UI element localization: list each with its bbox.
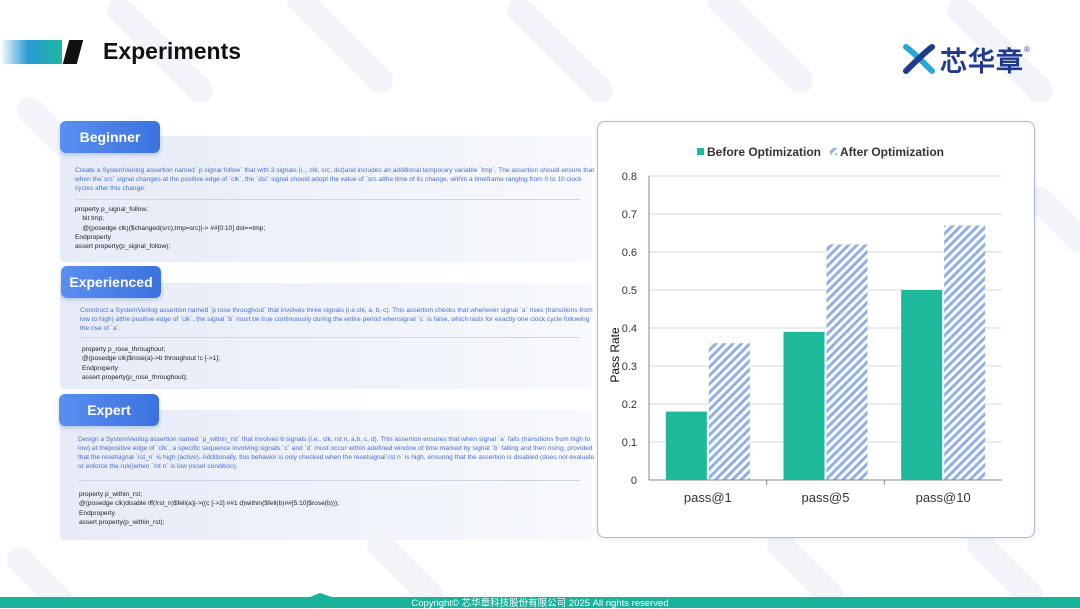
x-tick-label: pass@10 bbox=[916, 490, 971, 505]
x-tick-label: pass@1 bbox=[684, 490, 732, 505]
y-tick-label: 0.6 bbox=[622, 247, 637, 259]
experienced-code: property p_rose_throughout; @(posedge clk… bbox=[82, 346, 220, 381]
pass-rate-bar-chart: Before Optimization After Optimization 0 0… bbox=[608, 145, 1002, 505]
experienced-divider bbox=[80, 337, 580, 338]
copyright-text: Copyright© 芯华章科技股份有限公司 2025 All rights r… bbox=[411, 598, 669, 609]
legend-swatch-0 bbox=[697, 148, 704, 155]
footer-bar bbox=[0, 593, 1080, 608]
logo-text: 芯华章 bbox=[940, 46, 1024, 77]
y-axis-label: Pass Rate bbox=[608, 327, 622, 383]
y-tick-label: 0.3 bbox=[622, 361, 637, 373]
y-tick-label: 0.4 bbox=[622, 323, 637, 335]
bar-before-pass-at-5 bbox=[783, 331, 825, 480]
header-accent-slash bbox=[62, 40, 84, 64]
expert-description: Design a SystemVerilog assertion named `… bbox=[78, 436, 595, 470]
beginner-divider bbox=[75, 199, 580, 200]
y-tick-label: 0.2 bbox=[622, 399, 637, 411]
logo-mark-icon bbox=[903, 44, 935, 74]
experienced-panel bbox=[60, 283, 592, 389]
beginner-description: Create a SystemVerilog assertion named `… bbox=[75, 167, 595, 192]
expert-code: property p_within_rst; @(posedge clk)disa… bbox=[79, 491, 340, 526]
y-tick-label: 0.5 bbox=[622, 285, 637, 297]
legend-label-1: After Optimization bbox=[840, 145, 944, 159]
y-tick-label: 0.1 bbox=[622, 437, 637, 449]
bar-after-pass-at-10 bbox=[944, 225, 986, 480]
company-logo: 芯华章 ® bbox=[902, 43, 1030, 77]
bar-after-pass-at-1 bbox=[708, 343, 750, 480]
y-tick-label: 0.8 bbox=[622, 171, 637, 183]
legend-swatch-1 bbox=[830, 148, 837, 155]
legend-label-0: Before Optimization bbox=[707, 145, 821, 159]
experienced-description: Construct a SystemVerilog assertion name… bbox=[80, 307, 593, 332]
page-title: Experiments bbox=[103, 38, 242, 64]
expert-panel bbox=[60, 410, 592, 540]
bar-before-pass-at-1 bbox=[665, 411, 707, 480]
header-accent-bar bbox=[0, 40, 62, 64]
beginner-code: property p_signal_follow; bit tmp; @(pos… bbox=[75, 206, 266, 251]
y-tick-label: 0.7 bbox=[622, 209, 637, 221]
expert-divider bbox=[78, 480, 580, 481]
y-tick-label: 0 bbox=[631, 475, 637, 487]
experienced-tag: Experienced bbox=[61, 266, 161, 298]
bar-after-pass-at-5 bbox=[826, 244, 868, 480]
logo-registered-mark: ® bbox=[1024, 45, 1030, 54]
expert-tag: Expert bbox=[59, 394, 159, 426]
bar-before-pass-at-10 bbox=[901, 290, 943, 480]
x-tick-label: pass@5 bbox=[802, 490, 850, 505]
beginner-tag: Beginner bbox=[60, 121, 160, 153]
